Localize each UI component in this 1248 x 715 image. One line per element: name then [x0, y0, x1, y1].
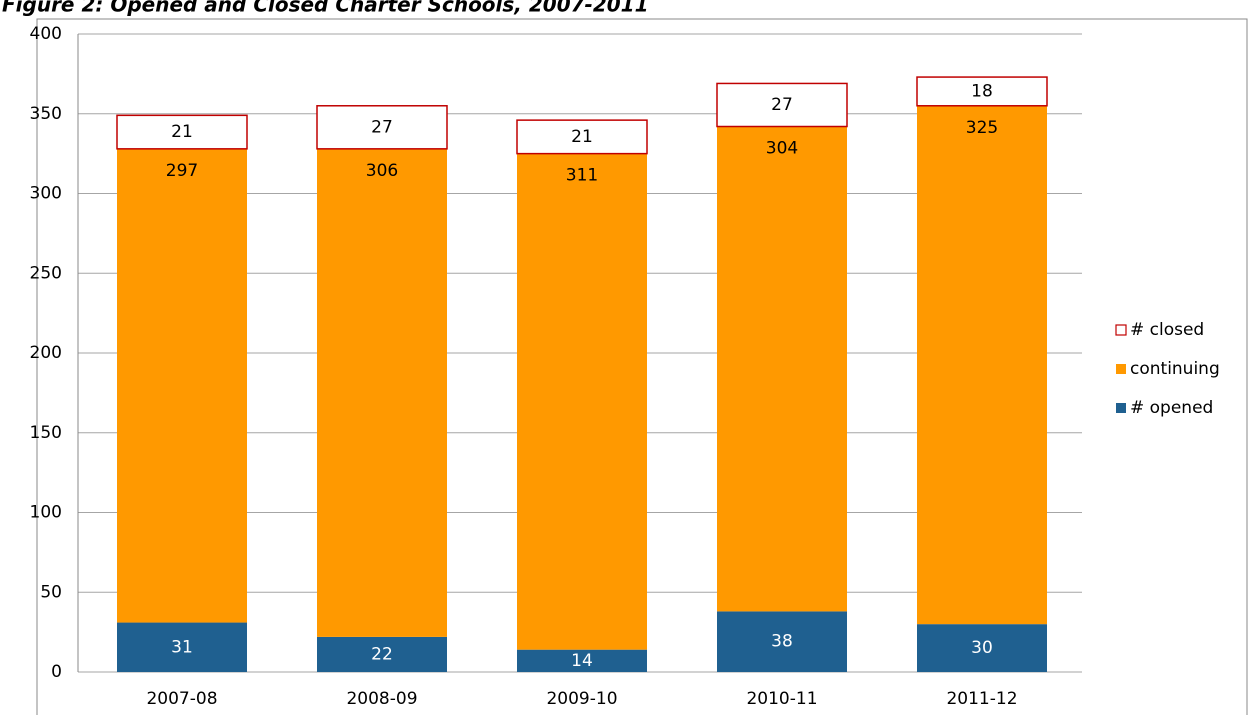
bar-segment — [116, 114, 248, 150]
x-tick-label: 2010-11 — [746, 689, 817, 709]
bar-segment — [717, 126, 847, 612]
data-label: 22 — [371, 644, 393, 664]
x-tick-label: 2009-10 — [546, 689, 617, 709]
legend-swatch — [1115, 324, 1127, 336]
bar-segment — [917, 105, 1047, 625]
legend-swatch — [1116, 364, 1126, 374]
y-tick-label: 200 — [30, 343, 62, 363]
bar-segment — [317, 636, 447, 672]
bar-segment — [717, 611, 847, 672]
data-label: 30 — [971, 638, 993, 658]
chart-title: Figure 2: Opened and Closed Charter Scho… — [2, 0, 649, 17]
data-label: 27 — [371, 117, 393, 137]
bar-segment — [516, 119, 648, 155]
data-label: 21 — [171, 122, 193, 142]
bar-segment — [517, 153, 647, 650]
x-tick-label: 2007-08 — [146, 689, 217, 709]
bar-segment — [317, 148, 447, 637]
data-label: 306 — [366, 161, 398, 181]
x-tick-label: 2008-09 — [346, 689, 417, 709]
bar-segment — [117, 622, 247, 672]
bar-segment — [716, 82, 848, 128]
bar-segment — [316, 105, 448, 150]
legend-label: continuing — [1130, 359, 1220, 379]
data-label: 311 — [566, 166, 598, 186]
data-label: 27 — [771, 95, 793, 115]
data-label: 304 — [766, 139, 798, 159]
data-label: 325 — [966, 118, 998, 138]
y-tick-label: 250 — [30, 263, 62, 283]
y-tick-label: 300 — [30, 184, 62, 204]
bar-segment — [517, 649, 647, 672]
y-tick-label: 150 — [30, 423, 62, 443]
data-label: 21 — [571, 127, 593, 147]
data-label: 38 — [771, 632, 793, 652]
y-tick-label: 0 — [51, 662, 62, 682]
y-tick-label: 350 — [30, 104, 62, 124]
legend-label: # opened — [1130, 398, 1213, 418]
data-label: 31 — [171, 637, 193, 657]
x-tick-label: 2011-12 — [946, 689, 1017, 709]
legend-swatch — [1116, 403, 1126, 413]
bar-segment — [916, 76, 1048, 107]
data-label: 297 — [166, 161, 198, 181]
chart-frame — [36, 18, 1248, 715]
bar-segment — [917, 624, 1047, 672]
legend-label: # closed — [1130, 320, 1204, 340]
data-label: 18 — [971, 81, 993, 101]
data-label: 14 — [571, 651, 593, 671]
y-tick-label: 400 — [30, 24, 62, 44]
bar-segment — [117, 148, 247, 623]
y-tick-label: 100 — [30, 503, 62, 523]
y-tick-label: 50 — [40, 582, 62, 602]
